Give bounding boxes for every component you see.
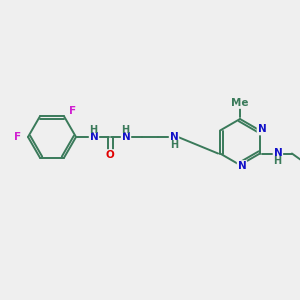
Text: F: F <box>69 106 76 116</box>
Text: F: F <box>14 132 22 142</box>
Text: N: N <box>90 132 98 142</box>
Text: N: N <box>238 161 246 171</box>
Text: H: H <box>170 140 178 150</box>
Text: N: N <box>122 132 130 142</box>
Text: N: N <box>169 132 178 142</box>
Text: H: H <box>121 125 129 135</box>
Text: H: H <box>89 125 97 135</box>
Text: H: H <box>273 157 281 166</box>
Text: O: O <box>106 150 114 160</box>
Text: N: N <box>274 148 282 158</box>
Text: N: N <box>257 124 266 134</box>
Text: Me: Me <box>231 98 249 108</box>
